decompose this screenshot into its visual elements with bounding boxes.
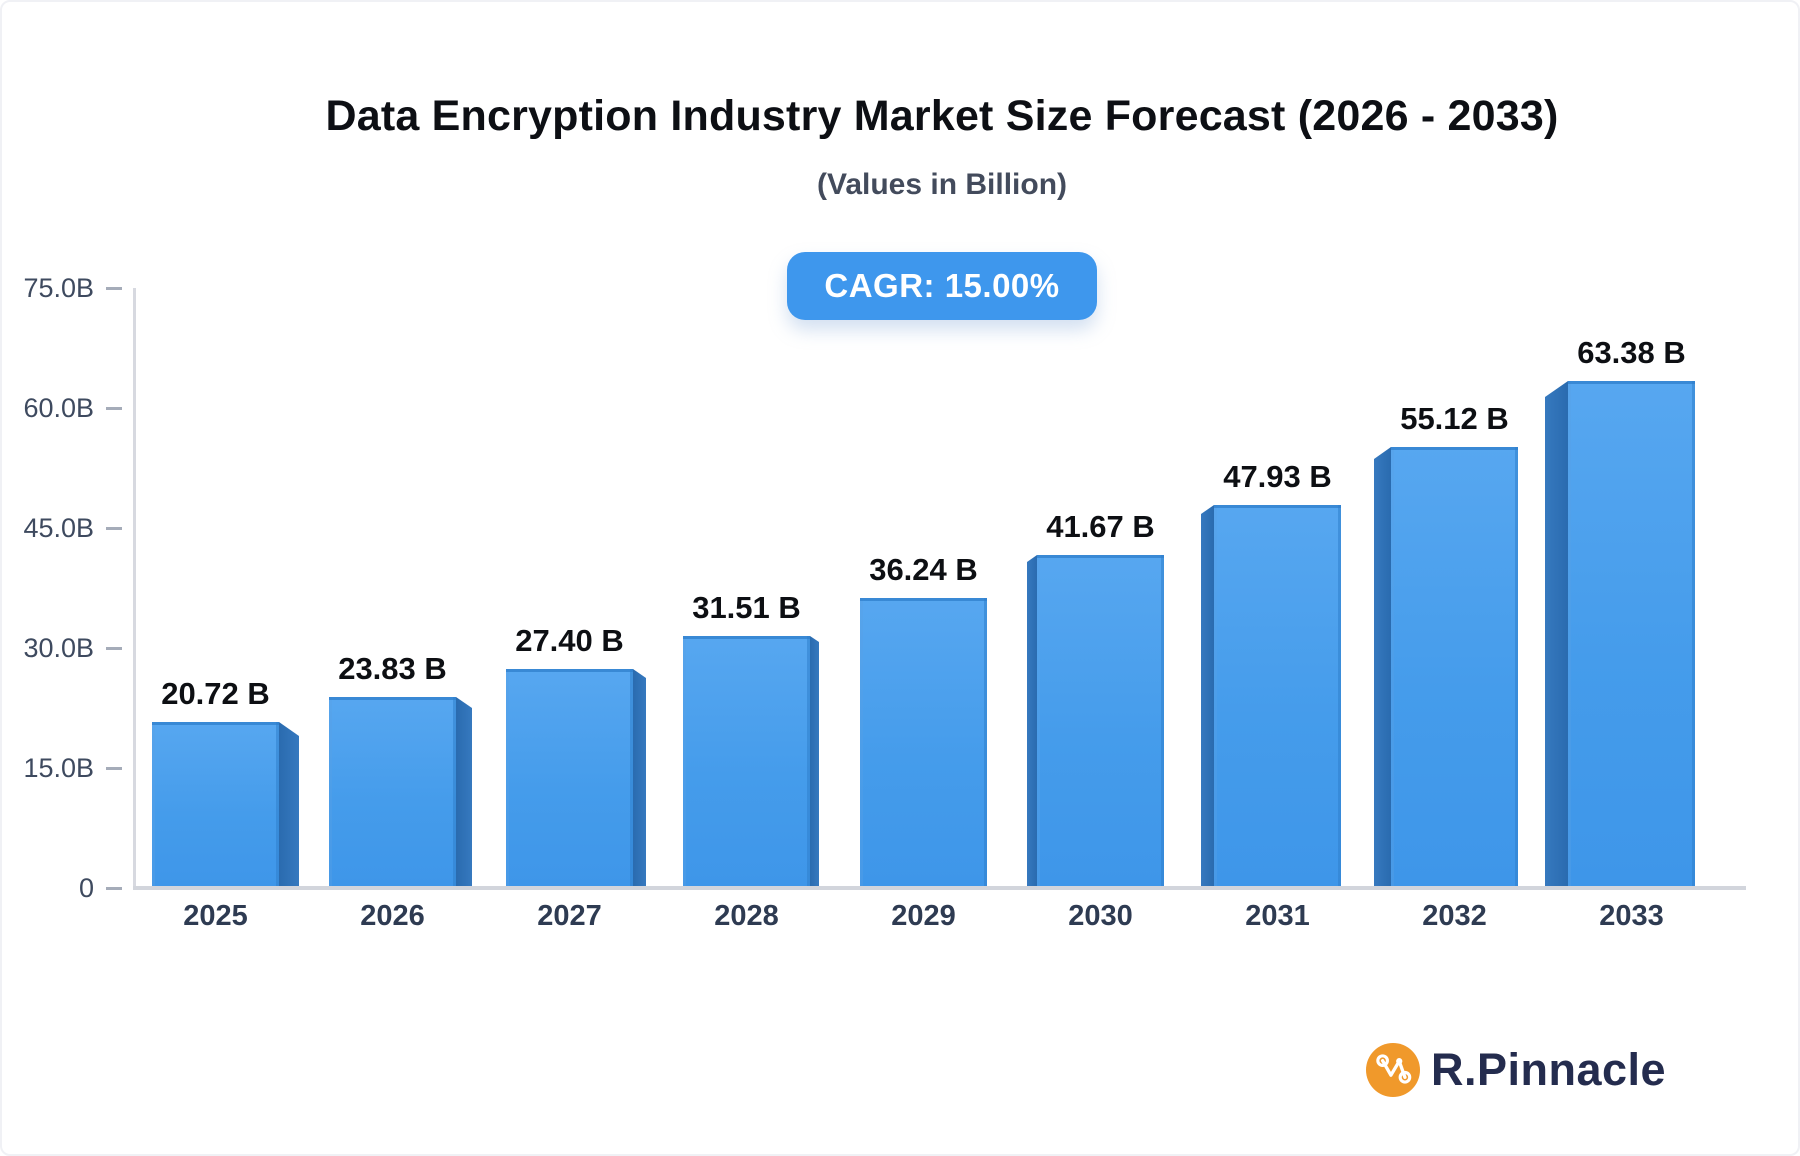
bar-value-label: 23.83 B [338,651,447,687]
bar-2026 [329,697,456,888]
y-tick-mark [106,286,122,290]
plot-area: 20.72 B 23.83 B 27.40 B 31.51 B 36.24 B 41.67… [133,288,1749,888]
y-axis-line [133,288,136,889]
x-axis-label-2032: 2032 [1422,900,1487,932]
y-tick-label: 45.0B [23,513,94,543]
bar-value-label: 63.38 B [1577,334,1686,370]
bar-value-label: 41.67 B [1046,508,1155,544]
y-tick-label: 0 [78,873,94,903]
x-axis-label-2025: 2025 [183,900,248,932]
bar-side [1027,554,1037,888]
y-tick-label: 30.0B [23,633,94,663]
chart-subtitle: (Values in Billion) [816,168,1068,201]
bar-value-label: 55.12 B [1400,401,1509,437]
bar-2032 [1391,447,1518,888]
x-axis-line [133,886,1746,890]
bar-value-label: 31.51 B [692,589,801,625]
cagr-badge: CAGR: 15.00% [787,252,1097,320]
x-axis-label-2026: 2026 [360,900,425,932]
x-axis-label-2030: 2030 [1068,900,1133,932]
network-graph-icon [1366,1043,1420,1097]
x-axis-label-2031: 2031 [1245,900,1310,932]
bar-side [1545,380,1568,888]
x-axis: 2025 2026 2027 2028 2029 2030 2031 2032 2033 [133,900,1749,940]
bar-side [456,697,472,888]
bar-side [1201,504,1214,888]
bar-2029 [860,598,987,888]
bar-2025 [152,722,279,888]
y-tick-mark [106,526,122,530]
chart-title: Data Encryption Industry Market Size For… [325,92,1559,140]
x-axis-label-2029: 2029 [891,900,956,932]
y-tick-label: 60.0B [23,393,94,423]
y-tick-label: 75.0B [23,273,94,303]
bar-value-label: 27.40 B [515,622,624,658]
cagr-badge-wrap: CAGR: 15.00% [135,252,1749,320]
x-axis-label-2033: 2033 [1599,900,1664,932]
x-axis-label-2027: 2027 [537,900,602,932]
bar-2031 [1214,504,1341,888]
brand-logo: R.Pinnacle [1366,1040,1666,1100]
bar-side [810,635,819,888]
y-tick-mark [106,406,122,410]
bar-side [633,668,646,888]
bar-2033 [1568,380,1695,888]
brand-name: R.Pinnacle [1431,1044,1667,1095]
bar-2030 [1037,554,1164,888]
y-tick-label: 15.0B [23,753,94,783]
bar-side [279,722,299,888]
x-axis-label-2028: 2028 [714,900,779,932]
bar-value-label: 20.72 B [161,676,270,712]
bar-2027 [506,668,633,888]
bar-value-label: 47.93 B [1223,458,1332,494]
y-tick-mark [106,886,122,890]
bar-2028 [683,635,810,888]
y-tick-mark [106,766,122,770]
y-tick-mark [106,646,122,650]
bar-side [1374,447,1391,888]
bar-value-label: 36.24 B [869,552,978,588]
